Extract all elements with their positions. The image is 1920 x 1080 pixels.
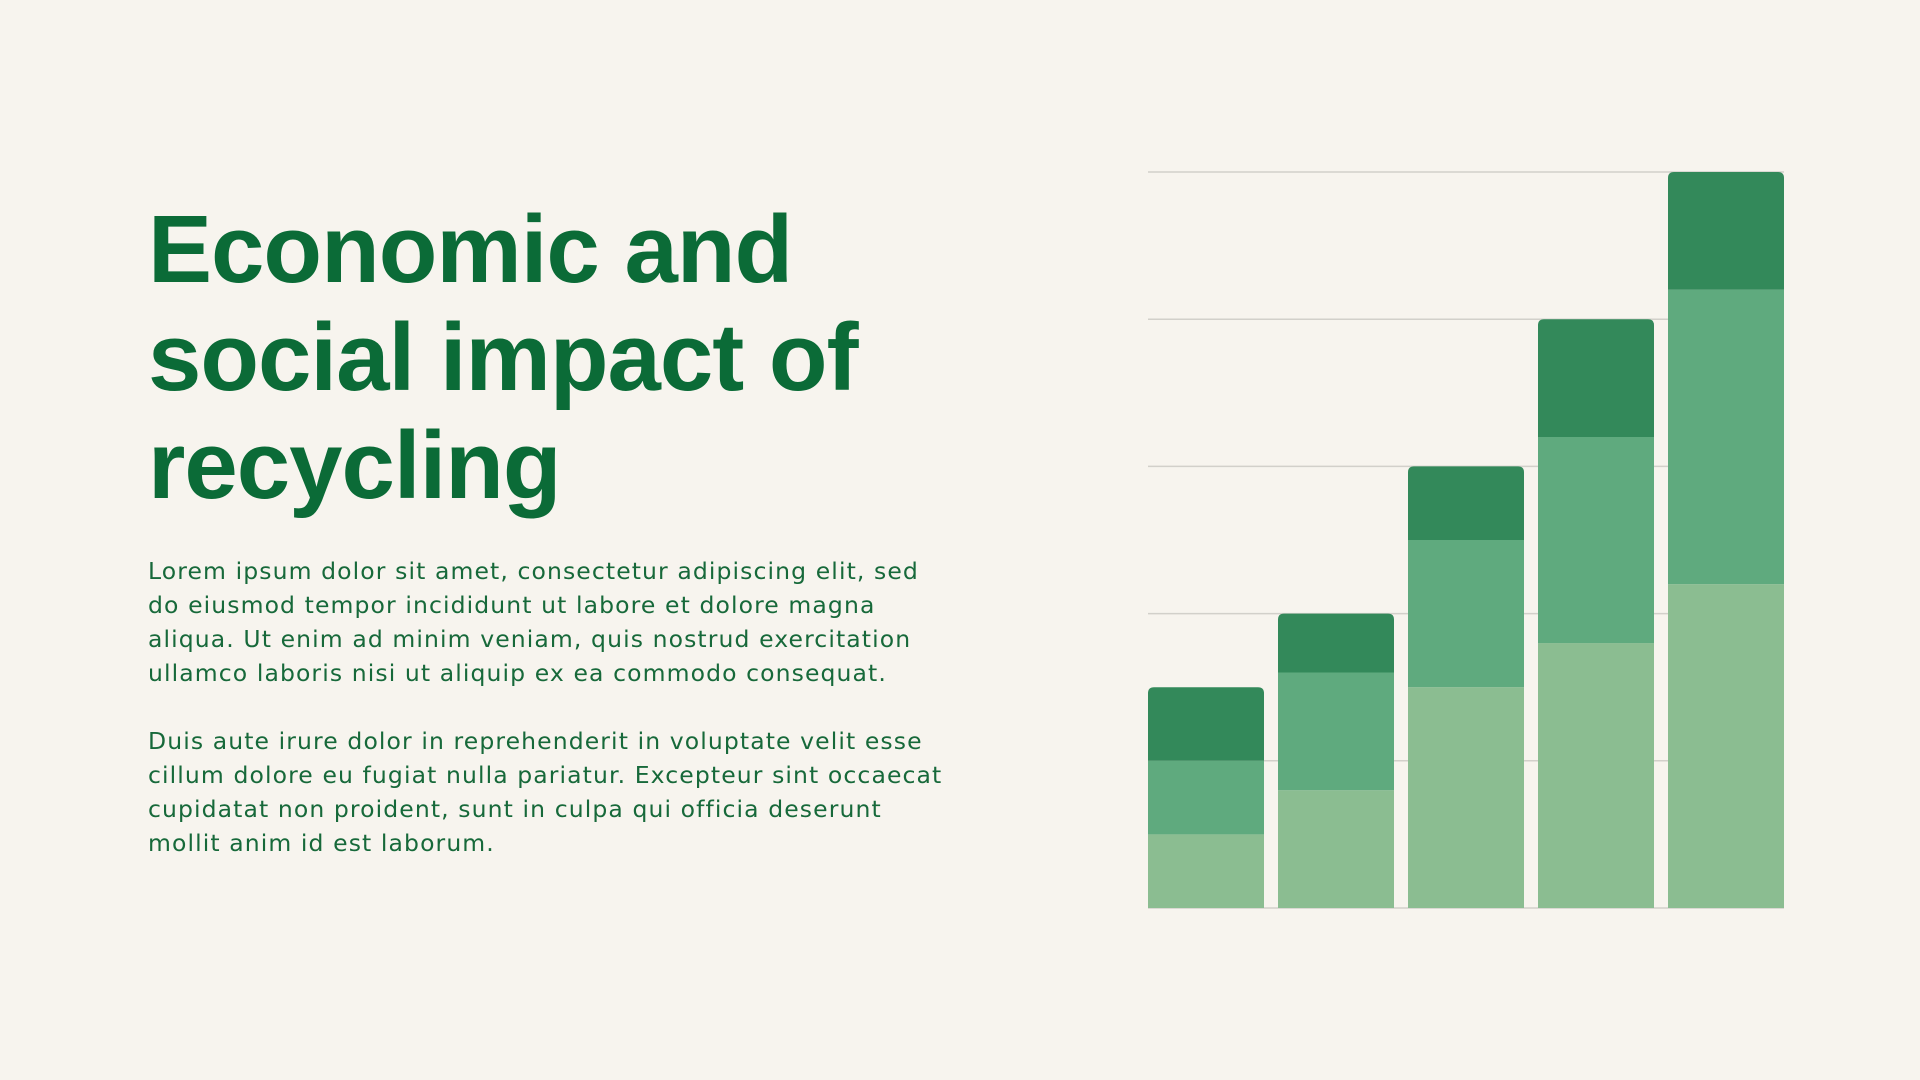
body-paragraph-2: Duis aute irure dolor in reprehenderit i… bbox=[148, 727, 943, 857]
bar-1-segment-1 bbox=[1148, 834, 1264, 908]
bar-3-segment-1 bbox=[1408, 687, 1524, 908]
bar-2-segment-1 bbox=[1278, 790, 1394, 908]
bar-5-segment-1 bbox=[1668, 584, 1784, 908]
page-title: Economic and social impact of recycling bbox=[148, 196, 948, 520]
text-column: Economic and social impact of recycling … bbox=[148, 196, 948, 860]
title-line-3: recycling bbox=[148, 412, 562, 519]
bar-4-segment-1 bbox=[1538, 643, 1654, 908]
title-line-1: Economic and bbox=[148, 196, 793, 303]
bar-5-segment-3 bbox=[1668, 172, 1784, 290]
bar-3-segment-2 bbox=[1408, 540, 1524, 688]
bar-4-segment-3 bbox=[1538, 319, 1654, 437]
body-paragraph-1: Lorem ipsum dolor sit amet, consectetur … bbox=[148, 557, 919, 687]
bar-3-segment-3 bbox=[1408, 466, 1524, 540]
bar-5-segment-2 bbox=[1668, 289, 1784, 585]
title-line-2: social impact of bbox=[148, 304, 859, 411]
bar-1-segment-3 bbox=[1148, 687, 1264, 761]
bar-4-segment-2 bbox=[1538, 436, 1654, 644]
bar-2-segment-3 bbox=[1278, 613, 1394, 673]
bar-2-segment-2 bbox=[1278, 672, 1394, 791]
bar-1-segment-2 bbox=[1148, 760, 1264, 835]
